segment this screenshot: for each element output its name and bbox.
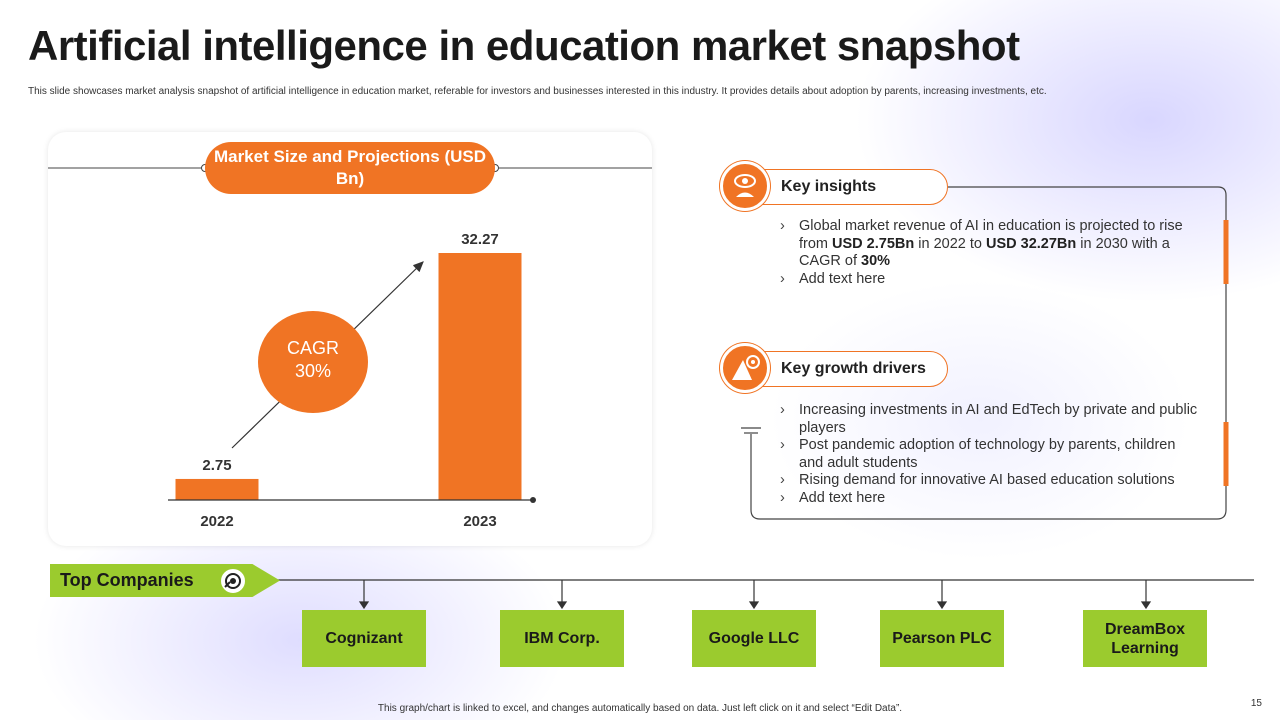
cagr-label: CAGR [286, 338, 339, 358]
page-number: 15 [1250, 698, 1262, 709]
bar-2023 [438, 253, 522, 500]
cagr-value: 30% [294, 361, 332, 381]
company-dreambox: DreamBox Learning [1083, 610, 1207, 667]
bar-2022 [175, 478, 259, 500]
list-item: Add text here [780, 490, 1200, 508]
key-growth-drivers-list: Increasing investments in AI and EdTech … [780, 402, 1200, 507]
list-item: Increasing investments in AI and EdTech … [780, 402, 1200, 437]
tick-label-2023: 2023 [463, 513, 496, 530]
list-item: Add text here [780, 271, 1200, 289]
company-google: Google LLC [692, 610, 816, 667]
company-ibm: IBM Corp. [500, 610, 624, 667]
company-cognizant: Cognizant [302, 610, 426, 667]
list-item: Rising demand for innovative AI based ed… [780, 472, 1200, 490]
company-pearson: Pearson PLC [880, 610, 1004, 667]
cagr-badge: CAGR 30% [258, 311, 368, 413]
list-item: Post pandemic adoption of technology by … [780, 437, 1200, 472]
companies-icon [219, 567, 247, 595]
tick-label-2022: 2022 [200, 513, 233, 530]
data-label-2022: 2.75 [202, 457, 231, 474]
key-insights-list: Global market revenue of AI in education… [780, 218, 1200, 288]
eye-person-icon [720, 161, 770, 211]
page-subtitle: This slide showcases market analysis sna… [28, 86, 1047, 97]
growth-target-icon [720, 343, 770, 393]
list-item: Global market revenue of AI in education… [780, 218, 1200, 271]
data-label-2023: 32.27 [461, 231, 499, 248]
page-title: Artificial intelligence in education mar… [28, 22, 1020, 69]
footer-note: This graph/chart is linked to excel, and… [377, 703, 903, 714]
chart-title: Market Size and Projections (USD Bn) [205, 142, 495, 194]
x-axis-end-dot [530, 497, 536, 503]
